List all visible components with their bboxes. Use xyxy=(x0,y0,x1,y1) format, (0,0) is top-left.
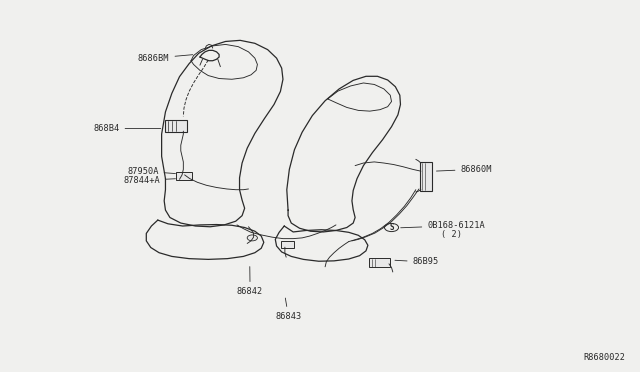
Text: 87844+A: 87844+A xyxy=(124,176,175,185)
FancyBboxPatch shape xyxy=(176,172,191,180)
Text: 86842: 86842 xyxy=(237,267,263,296)
Circle shape xyxy=(385,224,399,232)
Text: 86860M: 86860M xyxy=(436,165,492,174)
Text: S: S xyxy=(389,223,394,232)
Circle shape xyxy=(247,235,257,241)
Text: 87950A: 87950A xyxy=(127,167,175,176)
Text: 86B95: 86B95 xyxy=(395,257,439,266)
FancyBboxPatch shape xyxy=(281,241,294,247)
Text: 0B168-6121A: 0B168-6121A xyxy=(401,221,485,230)
Text: 8686BM: 8686BM xyxy=(138,54,193,62)
FancyBboxPatch shape xyxy=(420,162,432,191)
FancyBboxPatch shape xyxy=(369,258,390,267)
FancyBboxPatch shape xyxy=(165,121,186,132)
Text: 86843: 86843 xyxy=(275,298,301,321)
Text: R8680022: R8680022 xyxy=(583,353,625,362)
Text: ( 2): ( 2) xyxy=(442,230,462,240)
Text: 868B4: 868B4 xyxy=(93,124,161,133)
